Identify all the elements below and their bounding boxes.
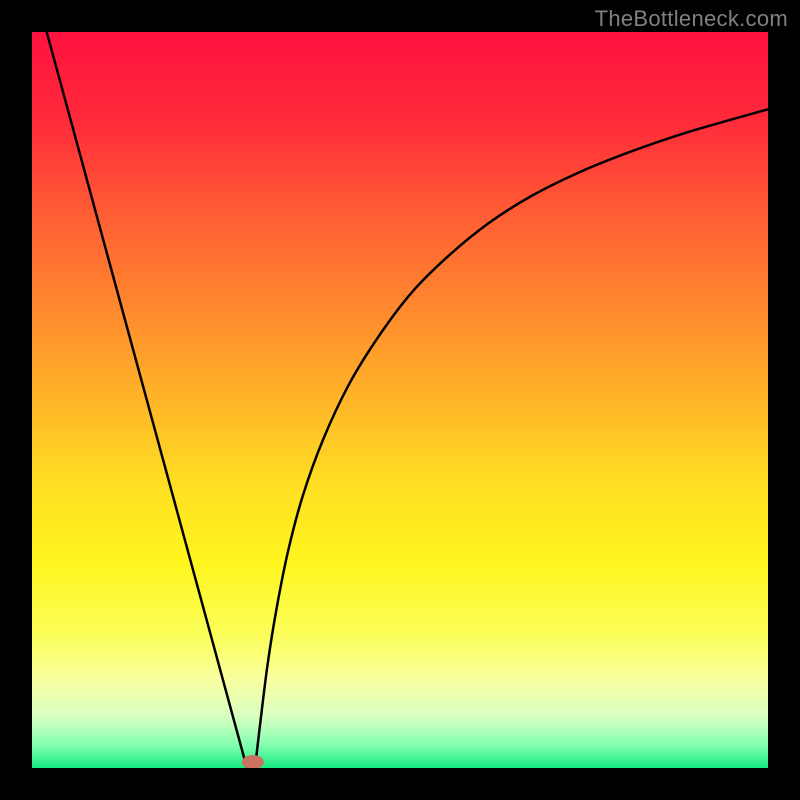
plot-area	[32, 32, 768, 768]
bottleneck-curve-chart	[32, 32, 768, 768]
watermark-text: TheBottleneck.com	[595, 6, 788, 32]
chart-container: TheBottleneck.com	[0, 0, 800, 800]
